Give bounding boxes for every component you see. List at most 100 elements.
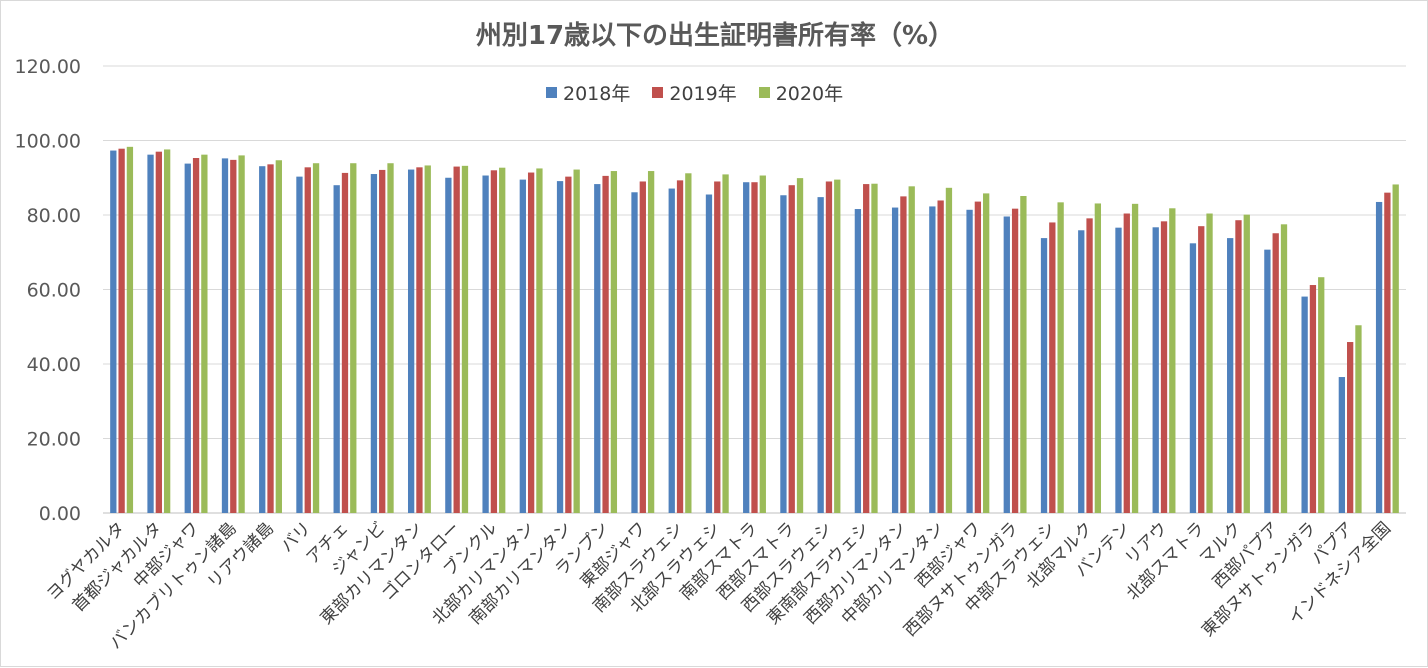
bar-2019年: [267, 164, 274, 513]
bar-2018年: [556, 181, 564, 514]
bar-2019年: [1123, 213, 1130, 513]
bar-2020年: [312, 163, 320, 513]
bar-2018年: [1264, 249, 1271, 513]
y-tick-label: 0.00: [39, 503, 81, 525]
bar-2020年: [387, 163, 394, 513]
bar-2018年: [891, 207, 899, 514]
bar-2018年: [482, 175, 489, 513]
y-tick-label: 40.00: [27, 354, 81, 376]
bar-2020年: [1131, 203, 1139, 513]
bar-2019年: [118, 148, 125, 513]
legend-label-2019: 2019年: [669, 83, 737, 105]
bar-2020年: [424, 165, 431, 513]
bar-2020年: [1280, 224, 1288, 513]
legend-label-2018: 2018年: [563, 83, 631, 105]
chart-legend: 2018年 2019年 2020年: [546, 79, 843, 106]
bar-2018年: [1040, 238, 1048, 513]
bar-2018年: [966, 209, 973, 513]
bar-2020年: [722, 174, 729, 513]
bar-2020年: [201, 154, 208, 513]
bar-2018年: [817, 197, 824, 513]
bar-2019年: [1272, 233, 1279, 513]
bar-2019年: [1011, 208, 1019, 514]
legend-swatch-2019: [652, 87, 664, 98]
bar-2020年: [1057, 202, 1064, 513]
bar-2020年: [610, 171, 618, 514]
bar-2020年: [163, 149, 171, 513]
bar-2020年: [499, 167, 506, 513]
bar-2020年: [1243, 214, 1250, 513]
bar-2020年: [573, 169, 580, 513]
legend-item-2020: 2020年: [758, 79, 844, 106]
bar-2018年: [184, 163, 191, 513]
bar-2019年: [379, 169, 386, 514]
legend-swatch-2018: [546, 87, 557, 98]
legend-swatch-2020: [758, 87, 770, 98]
bar-2018年: [1078, 230, 1085, 513]
bar-2018年: [1227, 238, 1234, 513]
bar-2018年: [445, 177, 452, 513]
bar-2019年: [900, 196, 907, 513]
bar-2018年: [519, 179, 526, 514]
bar-2018年: [370, 174, 378, 513]
bar-2020年: [1020, 196, 1027, 513]
bar-2019年: [1086, 218, 1093, 514]
bar-2019年: [639, 181, 646, 513]
bar-2020年: [350, 163, 357, 513]
y-tick-label: 100.00: [15, 131, 81, 153]
bar-2018年: [780, 195, 787, 513]
bar-2020年: [759, 175, 766, 513]
bar-2018年: [594, 184, 601, 513]
y-tick-label: 80.00: [27, 205, 81, 227]
bar-2020年: [796, 178, 804, 513]
bar-2019年: [527, 172, 535, 513]
bar-2019年: [192, 158, 200, 513]
bar-2020年: [461, 165, 469, 513]
bar-2018年: [1152, 227, 1159, 514]
bar-2019年: [155, 151, 162, 514]
y-tick-label: 20.00: [27, 429, 81, 451]
bar-2018年: [296, 176, 303, 513]
legend-item-2019: 2019年: [652, 79, 737, 106]
bar-2019年: [974, 201, 982, 513]
bar-2018年: [333, 185, 340, 513]
bar-2018年: [743, 182, 750, 513]
bar-2020年: [1206, 213, 1213, 513]
bar-2019年: [416, 167, 423, 513]
bar-2018年: [110, 150, 117, 513]
bar-2018年: [668, 188, 675, 514]
bar-2019年: [341, 172, 349, 513]
bar-2019年: [304, 167, 311, 513]
legend-label-2020: 2020年: [775, 83, 844, 105]
y-tick-label: 60.00: [27, 280, 81, 302]
bar-2019年: [1347, 342, 1354, 513]
chart-title: 州別17歳以下の出生証明書所有率（%）: [475, 21, 955, 51]
bar-2020年: [871, 183, 878, 513]
bar-2018年: [854, 209, 862, 514]
bar-2019年: [1049, 222, 1056, 513]
bar-2019年: [602, 175, 609, 513]
bar-2018年: [705, 194, 713, 513]
bar-2020年: [685, 173, 692, 513]
bar-2018年: [1375, 201, 1383, 513]
bar-2018年: [1189, 243, 1197, 513]
bar-2019年: [453, 166, 460, 513]
bar-2019年: [788, 185, 795, 513]
bar-2020年: [275, 160, 282, 513]
bar-2020年: [126, 146, 134, 513]
bar-2018年: [407, 169, 415, 513]
bar-2018年: [1301, 296, 1308, 513]
bar-2019年: [825, 181, 833, 513]
y-tick-label: 120.00: [15, 56, 81, 78]
bar-2019年: [1235, 220, 1242, 513]
bar-2019年: [490, 170, 498, 514]
bar-2020年: [908, 186, 915, 513]
bar-2019年: [230, 159, 237, 513]
bar-2018年: [1338, 377, 1346, 513]
bar-2019年: [863, 184, 870, 513]
bar-2018年: [147, 154, 154, 513]
bar-2020年: [1169, 208, 1176, 514]
bar-2020年: [1318, 277, 1325, 513]
